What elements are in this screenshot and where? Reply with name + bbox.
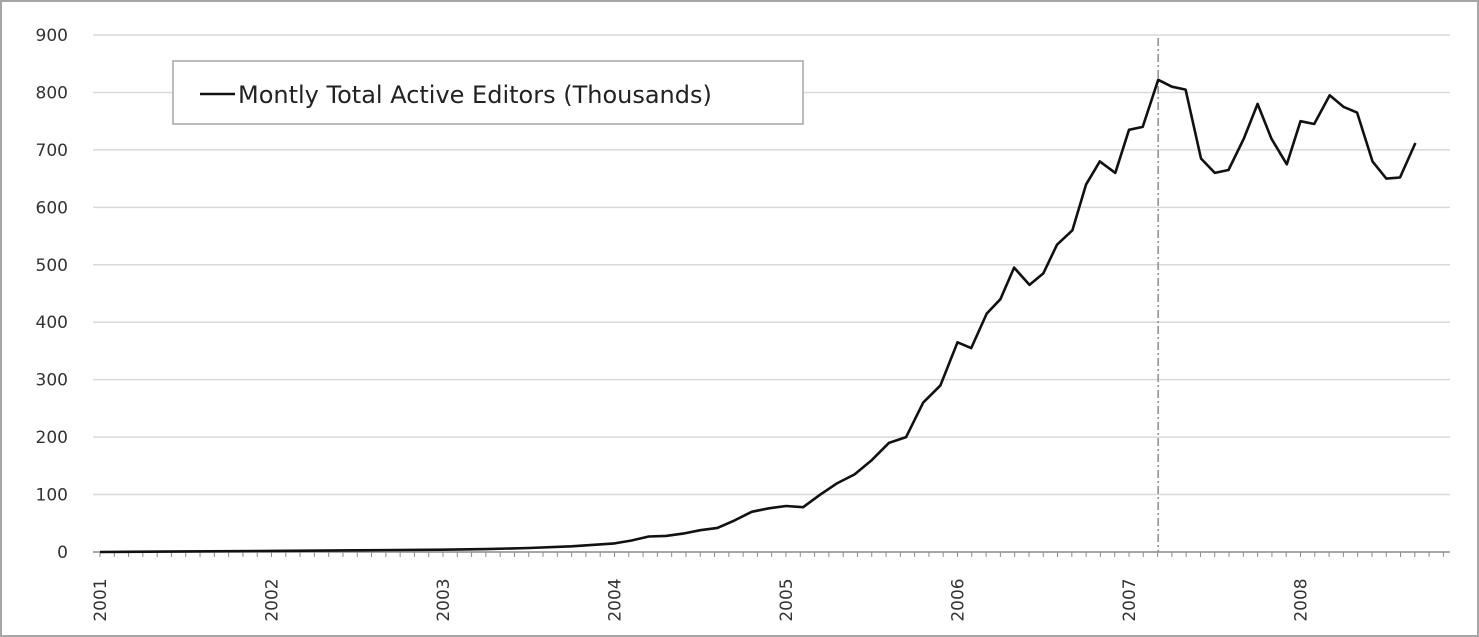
- x-tick-label: 2001: [91, 578, 111, 621]
- y-tick-label: 500: [36, 256, 68, 276]
- x-tick-label: 2007: [1120, 578, 1140, 621]
- y-tick-label: 300: [36, 371, 68, 391]
- series-line-active-editors: [99, 78, 1417, 554]
- y-tick-label: 700: [36, 141, 68, 161]
- x-tick-label: 2002: [263, 578, 283, 621]
- y-tick-label: 200: [36, 428, 68, 448]
- y-tick-label: 0: [57, 543, 68, 563]
- x-tick-label: 2006: [949, 578, 969, 621]
- x-tick-label: 2003: [434, 578, 454, 621]
- x-axis-tick-labels: 2001 2002 2003 2004 2005 2006 2007 2008: [91, 578, 1312, 621]
- y-tick-label: 400: [36, 313, 68, 333]
- y-tick-label: 900: [36, 26, 68, 46]
- legend: Montly Total Active Editors (Thousands): [172, 60, 804, 125]
- legend-label: Montly Total Active Editors (Thousands): [238, 81, 712, 109]
- y-tick-label: 600: [36, 198, 68, 218]
- y-tick-label: 800: [36, 83, 68, 103]
- x-tick-label: 2004: [606, 578, 626, 621]
- y-axis-tick-labels: 0 100 200 300 400 500 600 700 800 900: [36, 26, 68, 563]
- legend-box: [172, 60, 804, 125]
- x-tick-label: 2008: [1292, 578, 1312, 621]
- y-tick-label: 100: [36, 486, 68, 506]
- x-axis: [93, 551, 1450, 557]
- gridlines: [93, 34, 1450, 496]
- x-tick-label: 2005: [777, 578, 797, 621]
